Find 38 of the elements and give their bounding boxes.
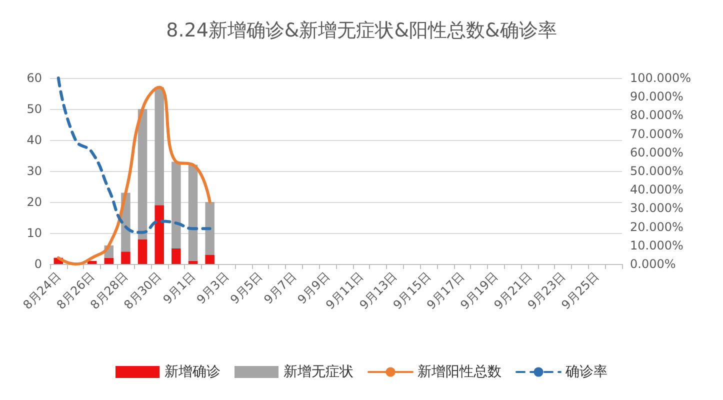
y2-tick-label: 60.000% [630, 145, 684, 160]
y2-tick-label: 90.000% [630, 90, 684, 104]
legend-label: 确诊率 [564, 364, 608, 380]
bar [87, 260, 97, 264]
bar [205, 202, 214, 255]
legend-label: 新增无症状 [284, 364, 354, 380]
bar [172, 162, 181, 248]
legend-label: 新增确诊 [164, 364, 220, 380]
y-tick-label: 50 [26, 102, 42, 116]
bar [104, 258, 114, 264]
y2-tick-label: 50.000% [630, 164, 684, 178]
bar [121, 252, 130, 264]
bar [188, 164, 198, 261]
y-tick-label: 60 [26, 71, 42, 85]
y2-tick-label: 100.000% [630, 71, 692, 85]
y2-tick-label: 0.000% [630, 257, 676, 271]
y-tick-label: 20 [26, 195, 42, 209]
bar [205, 254, 214, 264]
bar [172, 248, 181, 264]
bar [138, 239, 148, 264]
bar [154, 205, 164, 264]
chart-title: 8.24新增确诊&新增无症状&阳性总数&确诊率 [166, 20, 557, 42]
y-tick-label: 0 [34, 257, 42, 271]
y2-tick-label: 10.000% [630, 238, 684, 252]
y2-tick-label: 40.000% [630, 182, 684, 197]
y-tick-label: 10 [26, 226, 42, 240]
y-tick-label: 40 [26, 133, 42, 147]
y2-tick-label: 80.000% [630, 108, 684, 122]
legend-label: 新增阳性总数 [418, 364, 502, 380]
y2-tick-label: 30.000% [630, 201, 684, 216]
bar [138, 109, 148, 240]
y2-tick-label: 70.000% [630, 126, 684, 141]
y-tick-label: 30 [26, 164, 42, 178]
y2-tick-label: 20.000% [630, 220, 684, 234]
line-series [56, 76, 212, 234]
line-series [56, 86, 212, 266]
bar [154, 87, 164, 206]
bar [188, 260, 198, 264]
